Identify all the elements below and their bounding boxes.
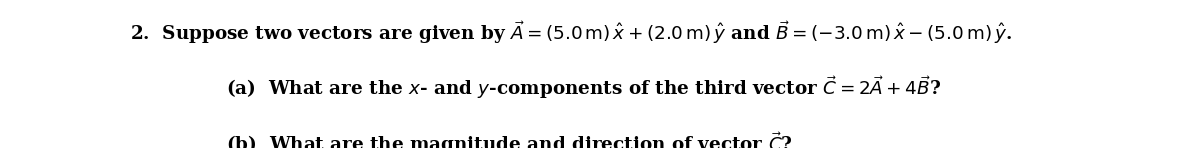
Text: 2.  Suppose two vectors are given by $\vec{A} = (5.0\,\mathrm{m})\,\hat{x} + (2.: 2. Suppose two vectors are given by $\ve…: [130, 19, 1012, 46]
Text: (b)  What are the magnitude and direction of vector $\vec{C}$?: (b) What are the magnitude and direction…: [226, 130, 792, 148]
Text: (a)  What are the $x$- and $y$-components of the third vector $\vec{C} = 2\vec{A: (a) What are the $x$- and $y$-components…: [226, 74, 941, 101]
